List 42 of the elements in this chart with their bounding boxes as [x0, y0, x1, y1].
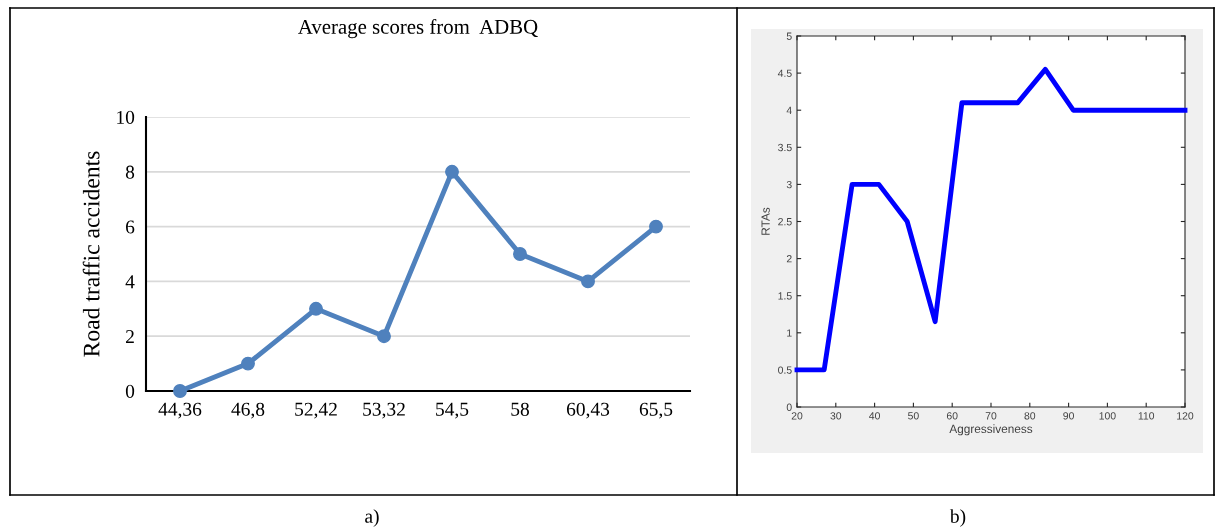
x-tick-label: 53,32: [363, 402, 405, 419]
x-tick-label: 80: [1024, 412, 1036, 420]
x-tick-label: 50: [908, 412, 919, 420]
text: a): [365, 509, 379, 527]
y-tick-label: 0: [786, 403, 792, 411]
chart-title: Average scores from ADBQ: [298, 19, 538, 39]
y-tick-label: 0.5: [778, 366, 792, 374]
y-axis-title: RTAs: [761, 207, 770, 235]
x-tick-label: 60: [946, 412, 958, 420]
x-axis-title: Aggressiveness: [949, 424, 1033, 436]
y-tick-label: 2: [786, 255, 792, 263]
y-axis-title: Road traffic accidents: [82, 151, 100, 357]
y-tick-label: 2.5: [778, 218, 792, 226]
x-tick-label: 58: [511, 402, 529, 416]
y-tick-label: 4: [125, 275, 135, 289]
x-tick-label: 65,5: [639, 402, 673, 419]
x-tick-label: 70: [985, 412, 997, 420]
x-tick-label: 120: [1177, 412, 1194, 420]
y-tick-label: 1.5: [778, 292, 792, 300]
y-tick-label: 1: [787, 329, 792, 337]
x-tick-label: 44,36: [158, 402, 202, 419]
y-tick-label: 4.5: [777, 69, 792, 77]
x-tick-label: 100: [1099, 412, 1116, 420]
x-tick-label: 60,43: [566, 402, 610, 419]
text: b): [949, 509, 966, 527]
y-tick-label: 3: [786, 180, 792, 189]
x-tick-label: 110: [1138, 412, 1155, 420]
y-tick-label: 5: [786, 32, 792, 40]
y-tick-label: 3.5: [778, 143, 792, 152]
x-tick-label: 40: [869, 412, 880, 420]
y-tick-label: 10: [117, 110, 135, 124]
y-tick-label: 4: [786, 106, 792, 114]
y-tick-label: 6: [126, 220, 135, 234]
y-tick-label: 0: [125, 384, 135, 398]
x-tick-label: 30: [830, 412, 842, 420]
x-tick-label: 54,5: [436, 402, 469, 419]
x-tick-label: 20: [791, 412, 803, 420]
y-tick-label: 2: [126, 330, 134, 343]
x-tick-label: 90: [1063, 412, 1074, 420]
y-tick-label: 8: [125, 165, 135, 179]
x-tick-label: 52,42: [295, 402, 337, 419]
x-tick-label: 46,8: [231, 402, 265, 419]
